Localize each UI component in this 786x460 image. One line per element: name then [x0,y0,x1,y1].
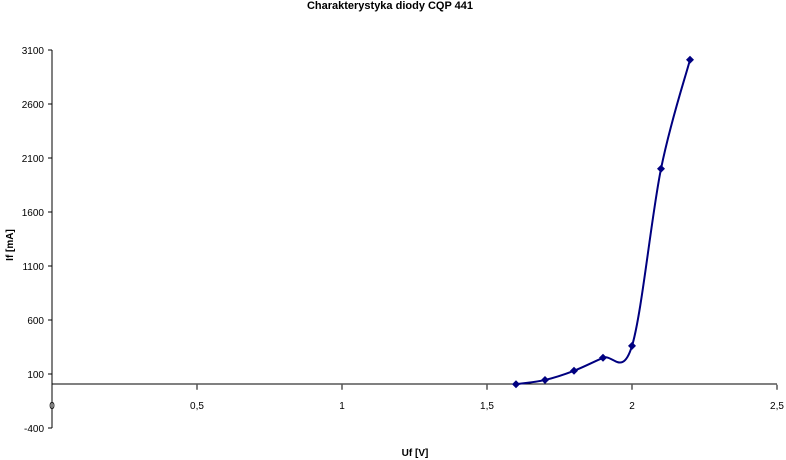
x-tick-label: 0 [49,401,55,412]
y-axis-label: If [mA] [5,229,16,261]
y-tick-label: 600 [27,316,44,327]
x-tick-label: 1,5 [480,401,494,412]
data-point-marker [628,341,636,350]
x-tick-label: 2 [629,401,635,412]
x-axis-ticks: 0 0,5 1 1,5 2 2,5 [49,384,784,412]
y-tick-label: 1600 [22,208,45,219]
y-tick-label: 2100 [22,154,45,165]
y-tick-label: 3100 [22,46,45,57]
x-tick-label: 0,5 [190,401,204,412]
x-axis-label: Uf [V] [402,448,429,459]
series-line [515,59,691,386]
series-markers [512,55,694,389]
y-tick-label: 100 [27,370,44,381]
chart-title: Charakterystyka diody CQP 441 [307,0,473,12]
y-tick-label: -400 [24,424,44,435]
x-tick-label: 1 [339,401,345,412]
data-point-marker [570,366,578,375]
y-tick-label: 2600 [22,100,45,111]
data-point-marker [686,55,694,64]
data-point-marker [541,375,549,384]
data-point-marker [657,164,665,173]
data-point-marker [512,380,520,389]
y-axis-ticks: 3100 2600 2100 1600 1100 600 100 -400 [22,46,52,435]
data-point-marker [599,353,607,362]
x-tick-label: 2,5 [770,401,784,412]
y-tick-label: 1100 [22,262,44,273]
